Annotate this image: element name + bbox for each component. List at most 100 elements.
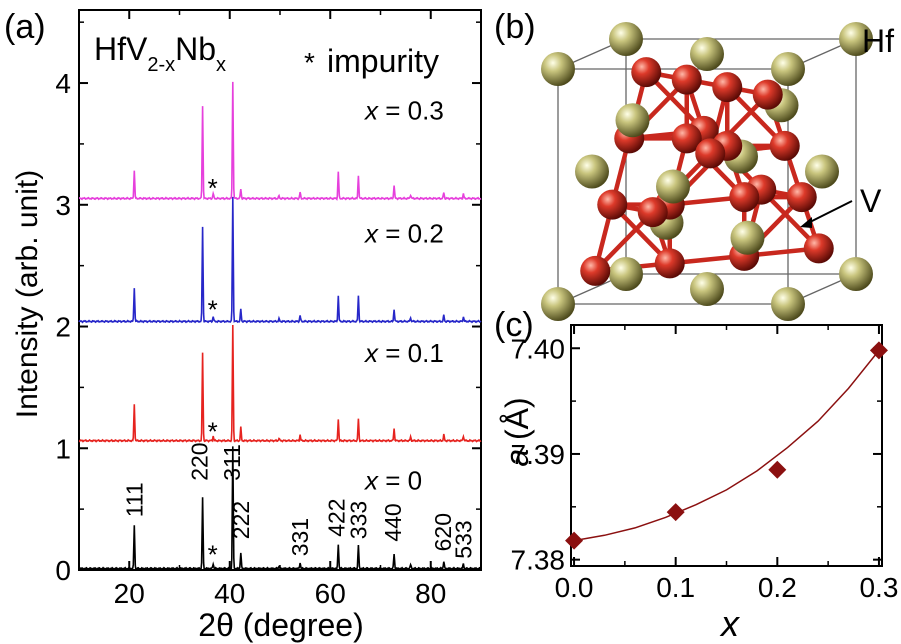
xrd-peak-label: 422 [323, 498, 349, 536]
xrd-peak-label: 311 [219, 444, 245, 481]
lattice-x-tick-label: 0.0 [555, 572, 594, 603]
crystal-structure-panel: (b) Hf V [494, 8, 894, 321]
xrd-series-line [78, 196, 482, 324]
xrd-impurity-star: * [208, 539, 218, 569]
v-atom [671, 123, 702, 154]
xrd-series-label: x = 0.2 [363, 219, 444, 249]
v-atom [597, 189, 628, 220]
hf-atom [615, 103, 650, 138]
xrd-y-tick-label: 4 [55, 68, 71, 99]
lattice-diamond-marker [666, 503, 685, 522]
lattice-y-tick-label: 7.39 [511, 439, 566, 470]
v-atom [752, 79, 783, 110]
xrd-x-tick-label: 20 [114, 578, 145, 609]
hf-atom [541, 52, 575, 86]
hf-atom [656, 169, 690, 204]
v-atom [729, 182, 760, 213]
hf-atom [771, 287, 805, 321]
xrd-y-tick-label: 2 [55, 312, 71, 343]
lattice-panel: (c) 0.0 0.1 0.2 0.3 7.38 7.39 7.40 a (Å) x [494, 306, 898, 644]
xrd-peak-label: 331 [287, 518, 313, 556]
hf-atom [690, 272, 724, 306]
v-label-arrow-icon [800, 217, 812, 228]
xrd-impurity-markers: * * * * [208, 173, 218, 569]
xrd-series-line [78, 81, 482, 201]
hf-atom [839, 22, 873, 56]
xrd-y-axis-label: Intensity (arb. unit) [11, 170, 44, 418]
v-atom [803, 233, 834, 264]
lattice-diamond-marker [768, 460, 787, 479]
panel-label-c: (c) [494, 306, 534, 344]
xrd-title: HfV2-xNbx [94, 31, 226, 76]
panel-label-b: (b) [494, 8, 536, 46]
v-atom [712, 72, 743, 103]
xrd-y-tick-label: 0 [55, 555, 71, 586]
hf-atom [575, 154, 609, 189]
impurity-legend-label: impurity [327, 43, 439, 79]
lattice-plot-frame [570, 324, 883, 567]
hf-atom [805, 154, 839, 189]
xrd-impurity-star: * [208, 295, 218, 325]
xrd-impurity-star: * [208, 416, 218, 446]
lattice-x-tick-label: 0.2 [758, 572, 797, 603]
lattice-fit-line [573, 349, 880, 542]
hf-atom [609, 22, 643, 56]
lattice-x-tick-label: 0.1 [656, 572, 695, 603]
hf-atom [541, 287, 575, 321]
xrd-x-tick-label: 60 [315, 578, 346, 609]
xrd-axis-ticks: 20 40 60 80 0 1 2 3 4 [55, 10, 482, 609]
xrd-peak-label: 222 [228, 501, 254, 539]
v-label-arrow-line [805, 200, 853, 225]
xrd-series-labels: x = 0 x = 0.1 x = 0.2 x = 0.3 [363, 96, 444, 496]
xrd-peak-label: 440 [380, 503, 406, 541]
xrd-series-label: x = 0.3 [363, 96, 444, 126]
hf-atom [730, 220, 765, 255]
hf-atom [839, 257, 873, 291]
xrd-x-tick-label: 40 [214, 578, 245, 609]
v-atom [631, 57, 662, 88]
v-atom-label: V [860, 183, 882, 219]
v-atom [786, 182, 817, 213]
v-atom [671, 64, 702, 95]
lattice-fit-curve [573, 349, 880, 542]
xrd-peak-label: 111 [121, 482, 147, 517]
xrd-series-label: x = 0.1 [363, 338, 444, 368]
lattice-y-tick-label: 7.40 [511, 333, 566, 364]
xrd-x-tick-label: 80 [415, 578, 446, 609]
panel-label-a: (a) [4, 8, 46, 46]
v-atom [637, 197, 668, 228]
svg-text:a (Å): a (Å) [499, 397, 535, 466]
lattice-points [565, 341, 888, 550]
hf-atom [609, 257, 643, 291]
xrd-x-axis-label: 2θ (degree) [198, 607, 363, 643]
xrd-peak-label: 333 [345, 501, 371, 539]
lattice-diamond-marker [869, 341, 888, 360]
lattice-x-axis-label: x [719, 603, 741, 644]
v-atom [654, 248, 685, 279]
lattice-y-axis-label: a (Å) [499, 397, 535, 466]
lattice-y-tick-label: 7.38 [511, 545, 566, 576]
xrd-peak-label: 533 [450, 520, 476, 558]
lattice-diamond-marker [565, 531, 584, 550]
xrd-peak-label: 620 [430, 513, 456, 551]
v-atom [695, 138, 726, 169]
xrd-impurity-star: * [208, 173, 218, 203]
xrd-y-tick-label: 3 [55, 190, 71, 221]
xrd-series-line [78, 324, 482, 443]
v-atom [580, 255, 611, 286]
xrd-peak-label: 220 [187, 442, 213, 480]
hf-atom [771, 52, 805, 86]
lattice-x-tick-label: 0.3 [859, 572, 898, 603]
xrd-y-tick-label: 1 [55, 433, 71, 464]
hf-atom [690, 37, 724, 71]
impurity-legend-marker: * [304, 47, 315, 78]
xrd-series-label: x = 0 [363, 466, 422, 496]
atoms-group [541, 22, 873, 321]
lattice-axis-ticks: 0.0 0.1 0.2 0.3 7.38 7.39 7.40 [511, 325, 898, 603]
hf-atom-label: Hf [862, 23, 894, 59]
v-atom [769, 130, 800, 161]
